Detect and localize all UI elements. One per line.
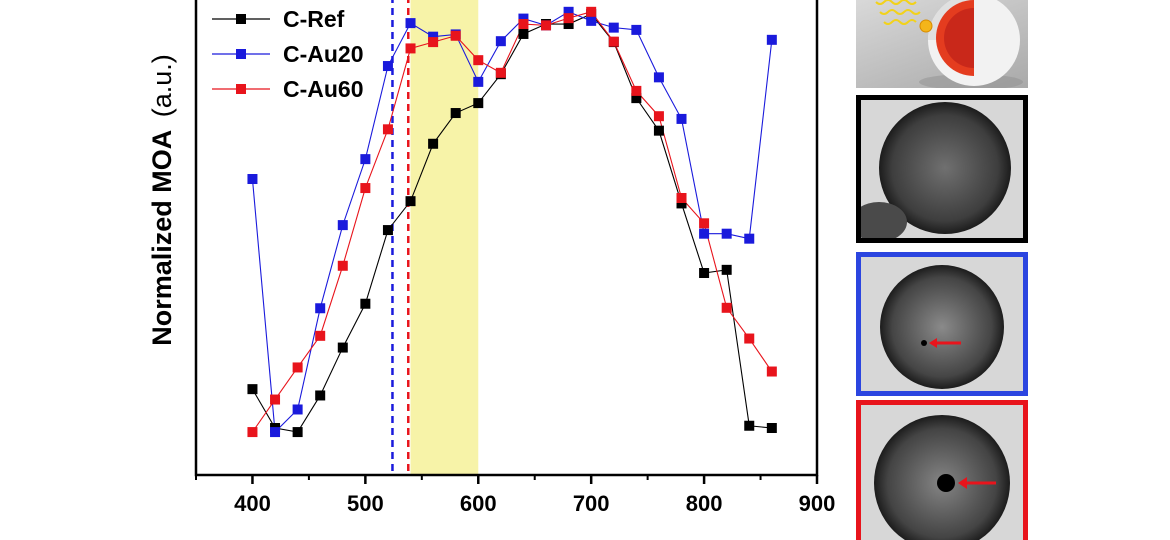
point-c-au60 <box>428 37 439 48</box>
legend: C-Ref C-Au20 C-Au60 <box>212 6 364 102</box>
point-c-au60 <box>721 302 732 313</box>
x-tick-label: 900 <box>799 491 836 516</box>
point-c-au20 <box>676 113 687 124</box>
point-c-au60 <box>270 394 281 405</box>
point-c-au60 <box>541 20 552 31</box>
point-c-ref <box>247 384 258 395</box>
point-c-ref <box>563 19 574 30</box>
x-tick-label: 500 <box>347 491 384 516</box>
point-c-au60 <box>405 43 416 54</box>
point-c-au20 <box>473 76 484 87</box>
point-c-au20 <box>360 154 371 165</box>
point-c-au20 <box>428 31 439 42</box>
point-c-au20 <box>337 220 348 231</box>
point-c-au60 <box>699 218 710 229</box>
highlight-band <box>410 0 479 475</box>
point-c-ref <box>337 342 348 353</box>
point-c-au20 <box>699 228 710 239</box>
legend-label-c-au20: C-Au20 <box>283 41 364 67</box>
point-c-au20 <box>270 427 281 438</box>
point-c-au20 <box>563 6 574 17</box>
c-au60-tem-image <box>874 415 1010 540</box>
point-c-au20 <box>315 303 326 314</box>
series-line-c-ref <box>251 13 772 433</box>
point-c-ref <box>292 427 303 438</box>
point-c-au20 <box>608 22 619 33</box>
c-au20-tem-image <box>880 265 1004 389</box>
legend-label-c-ref: C-Ref <box>283 6 345 32</box>
point-c-ref <box>428 138 439 149</box>
x-tick-label: 600 <box>460 491 497 516</box>
point-c-au60 <box>518 19 529 30</box>
point-c-ref <box>473 98 484 109</box>
point-c-ref <box>676 198 687 209</box>
point-c-au60 <box>473 55 484 66</box>
point-c-au60 <box>360 183 371 194</box>
point-c-au60 <box>608 36 619 47</box>
point-c-au60 <box>247 427 258 438</box>
point-c-au60 <box>495 67 506 78</box>
legend-marker-c-au20 <box>236 49 246 59</box>
point-c-au60 <box>450 30 461 41</box>
x-tick-label: 800 <box>686 491 723 516</box>
legend-label-c-au60: C-Au60 <box>283 76 364 102</box>
point-c-au20 <box>631 24 642 35</box>
point-c-au60 <box>315 330 326 341</box>
legend-marker-c-ref <box>236 14 246 24</box>
point-c-au60 <box>586 6 597 17</box>
point-c-ref <box>653 125 664 136</box>
point-c-au60 <box>292 362 303 373</box>
c-ref-tem-panel <box>856 95 1028 243</box>
point-c-au20 <box>495 36 506 47</box>
sphere-schematic-panel <box>856 0 1028 88</box>
point-c-au60 <box>382 124 393 135</box>
point-c-au60 <box>766 366 777 377</box>
point-c-au60 <box>744 333 755 344</box>
point-c-au60 <box>631 85 642 96</box>
series-line-c-au20 <box>251 11 773 434</box>
point-c-ref <box>518 28 529 39</box>
c-au60-tem-panel <box>856 400 1028 540</box>
point-c-ref <box>766 423 777 434</box>
point-c-ref <box>450 108 461 119</box>
point-c-au20 <box>518 13 529 24</box>
y-axis-label: Normalized MOA (a.u.) <box>147 54 177 346</box>
point-c-ref <box>405 196 416 207</box>
legend-marker-c-au60 <box>236 84 246 94</box>
point-c-ref <box>631 93 642 104</box>
point-c-au60 <box>676 192 687 203</box>
point-c-au20 <box>653 72 664 83</box>
point-c-ref <box>382 225 393 236</box>
point-c-au20 <box>405 18 416 29</box>
c-au20-tem-panel <box>856 252 1028 396</box>
series-line-c-au60 <box>252 11 773 433</box>
point-c-ref <box>744 420 755 431</box>
point-c-au60 <box>653 111 664 122</box>
point-c-ref <box>315 390 326 401</box>
plot-frame <box>194 0 819 477</box>
point-c-au20 <box>766 34 777 45</box>
point-c-ref <box>721 264 732 275</box>
point-c-au60 <box>337 260 348 271</box>
x-tick-label: 400 <box>234 491 271 516</box>
point-c-au20 <box>382 61 393 72</box>
point-c-au20 <box>586 15 597 26</box>
point-c-au20 <box>744 233 755 244</box>
point-c-au60 <box>563 13 574 24</box>
x-tick-label: 700 <box>573 491 610 516</box>
c-ref-tem-image <box>861 102 1011 238</box>
point-c-au20 <box>247 174 258 185</box>
point-c-au20 <box>292 404 303 415</box>
point-c-ref <box>699 268 710 279</box>
point-c-au20 <box>721 228 732 239</box>
sphere-schematic-image <box>875 0 1023 88</box>
point-c-ref <box>360 298 371 309</box>
